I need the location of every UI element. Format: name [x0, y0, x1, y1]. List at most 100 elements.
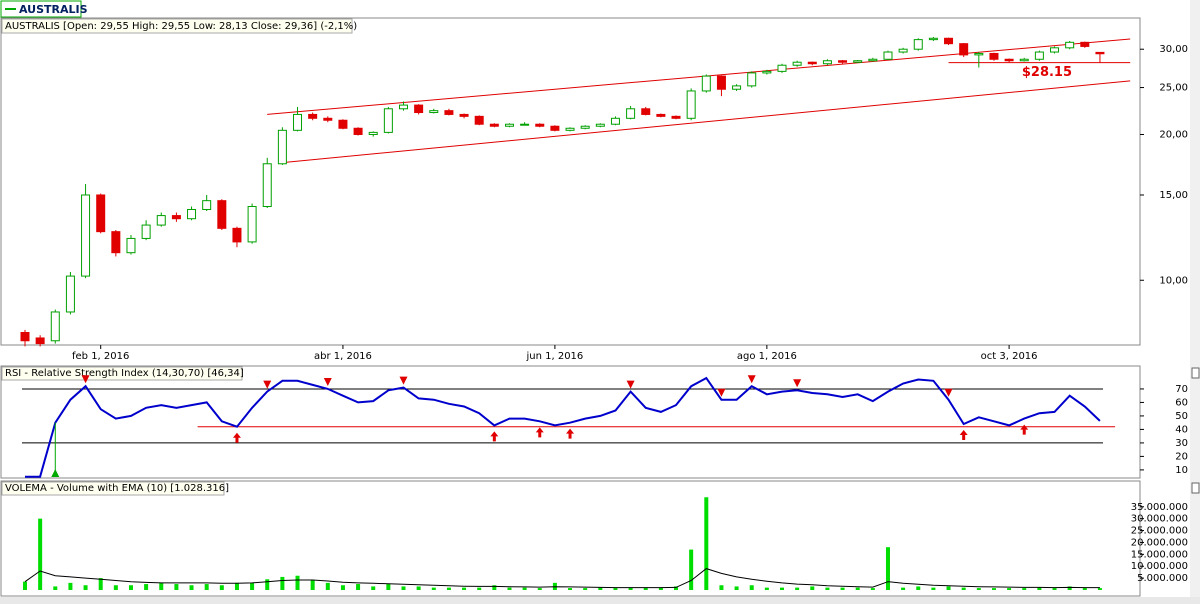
volume-bar [840, 587, 845, 590]
candle-body [671, 115, 681, 119]
volume-bar [416, 586, 421, 590]
volume-bar [931, 587, 936, 590]
candle-body [444, 110, 454, 115]
candle-body [474, 115, 484, 125]
volume-bar [507, 587, 512, 590]
buy-signal [535, 427, 544, 438]
candle-body [626, 108, 636, 119]
y-tick-label: 35.000.000 [1131, 502, 1188, 513]
candle-body [535, 123, 545, 127]
volume-bar [1067, 586, 1072, 590]
candle-body [1065, 41, 1075, 49]
candle-body [656, 113, 666, 117]
candle-body [762, 70, 772, 74]
volume-bar [356, 584, 361, 590]
y-tick-label: 10 [1175, 465, 1188, 476]
candle-body [399, 104, 408, 110]
y-tick-label: 20 [1175, 451, 1188, 462]
sell-signal [747, 375, 756, 384]
y-tick-label: 10.000.000 [1131, 561, 1188, 572]
ema-line [24, 568, 1100, 589]
symbol-tab[interactable] [0, 0, 82, 18]
candle-body [974, 52, 984, 56]
candle-body [989, 52, 999, 60]
candle-body [641, 108, 651, 115]
volume-bar [128, 585, 133, 590]
right-strip [1190, 0, 1200, 604]
candle-body [338, 119, 348, 129]
rsi-header: RSI - Relative Strength Index (14,30,70)… [5, 368, 244, 379]
candle-body [171, 215, 181, 220]
candle-body [35, 337, 45, 345]
x-tick-label: abr 1, 2016 [314, 351, 372, 362]
volume-bar [38, 518, 43, 590]
y-tick-label: 30 [1175, 438, 1188, 449]
candle-body [96, 194, 106, 233]
volume-bar [219, 585, 224, 590]
candle-body [565, 127, 575, 131]
buy-signal [959, 430, 968, 441]
candle-body [368, 131, 378, 135]
candle-body [383, 108, 393, 133]
volume-bar [371, 586, 376, 590]
y-tick-label: 15.000.000 [1131, 549, 1188, 560]
candle-body [732, 85, 742, 90]
volume-bar [704, 497, 709, 590]
candle-body [1034, 51, 1044, 60]
volume-bar [340, 585, 345, 590]
candle-body [65, 275, 75, 313]
buy-signal [232, 432, 241, 443]
y-tick-label: 15,00 [1159, 190, 1188, 201]
volume-bar [946, 586, 951, 590]
candle-body [202, 200, 212, 210]
candle-body [1004, 58, 1014, 62]
volume-bar [1007, 588, 1012, 590]
price-header-box [1, 18, 353, 34]
candle-body [701, 75, 711, 92]
y-tick-label: 50 [1175, 411, 1188, 422]
candle-body [323, 117, 333, 121]
candle-body [959, 43, 969, 56]
candle-body [777, 64, 787, 72]
volume-header-box [1, 481, 225, 496]
candle-body [580, 125, 590, 129]
volume-bar [1082, 588, 1087, 590]
volume-panel [0, 480, 1141, 597]
volume-toggle[interactable] [1191, 482, 1200, 494]
volume-bar [83, 585, 88, 590]
rsi-line [25, 376, 1101, 478]
y-tick-label: 70 [1175, 384, 1188, 395]
volume-bar [780, 587, 784, 590]
candle-body [20, 332, 30, 342]
volume-bar [1022, 588, 1027, 590]
candle-body [414, 104, 424, 114]
volume-bar [598, 587, 603, 590]
candle-body [595, 123, 605, 127]
volume-bar [446, 587, 451, 590]
trendline [267, 38, 1131, 115]
candle-body [928, 37, 938, 41]
volume-bar [386, 584, 391, 590]
volume-bar [689, 549, 694, 590]
candle-body [610, 117, 620, 125]
candle-body [792, 61, 802, 66]
volume-bar [265, 579, 270, 590]
symbol: AUSTRALIS [19, 3, 88, 16]
volume-bar [734, 586, 739, 590]
volume-bar [280, 576, 285, 590]
sell-signal [626, 380, 635, 389]
rsi-toggle[interactable] [1191, 367, 1200, 379]
volume-bar [643, 587, 648, 590]
volume-bar [234, 582, 239, 590]
volume-bar [492, 585, 497, 590]
volume-bar [401, 586, 406, 590]
candle-body [1080, 41, 1090, 47]
volume-bar [174, 584, 179, 590]
candle-body [913, 39, 923, 50]
oversold-signal [51, 469, 60, 477]
candle-body [716, 75, 726, 90]
candle-body [1095, 51, 1105, 55]
candle-body [262, 163, 272, 208]
